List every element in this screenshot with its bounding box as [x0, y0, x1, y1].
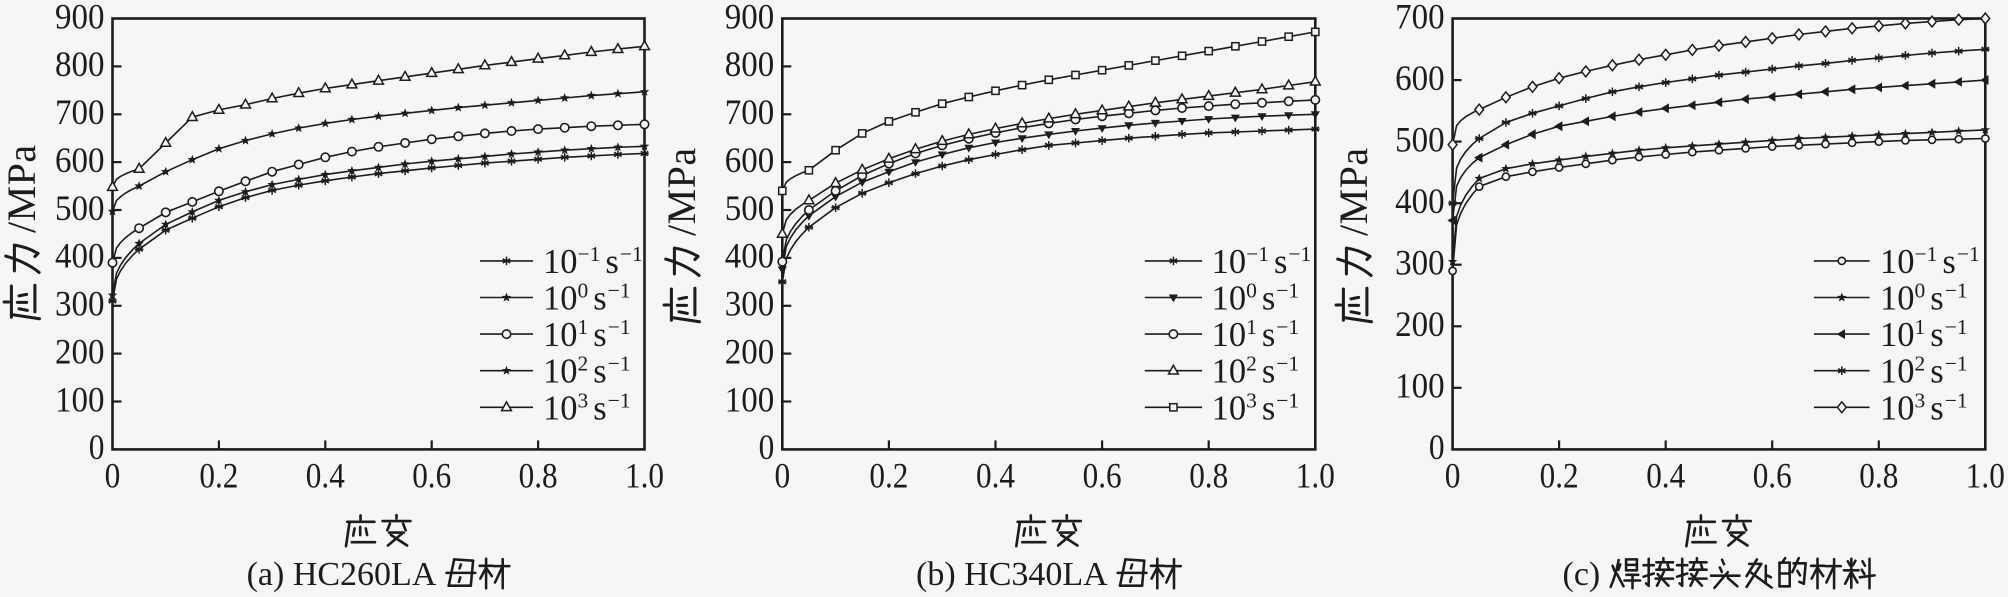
- svg-text:/MPa: /MPa: [0, 144, 44, 233]
- svg-text:100: 100: [55, 379, 105, 419]
- svg-text:0: 0: [1445, 456, 1461, 496]
- svg-text:0.4: 0.4: [1646, 456, 1685, 496]
- svg-text:400: 400: [1395, 181, 1445, 221]
- svg-text:0.8: 0.8: [1859, 456, 1898, 496]
- svg-text:0.8: 0.8: [1189, 456, 1228, 496]
- svg-text:(c): (c): [1563, 556, 1609, 593]
- svg-text:300: 300: [1395, 243, 1445, 283]
- svg-text:700: 700: [725, 92, 775, 132]
- svg-text:0: 0: [759, 427, 775, 467]
- svg-text:0.4: 0.4: [976, 456, 1015, 496]
- svg-text:0.2: 0.2: [1540, 456, 1579, 496]
- svg-text:0.8: 0.8: [519, 456, 558, 496]
- svg-text:(b) HC340LA: (b) HC340LA: [916, 556, 1114, 593]
- svg-text:800: 800: [725, 44, 775, 84]
- svg-text:/MPa: /MPa: [659, 147, 704, 236]
- svg-text:200: 200: [1395, 304, 1445, 344]
- svg-text:0: 0: [774, 456, 790, 496]
- svg-text:0: 0: [105, 456, 121, 496]
- svg-text:0.6: 0.6: [1753, 456, 1792, 496]
- svg-text:200: 200: [55, 331, 105, 371]
- svg-text:600: 600: [55, 140, 105, 180]
- svg-text:300: 300: [55, 284, 105, 324]
- svg-text:400: 400: [725, 236, 775, 276]
- svg-text:0.6: 0.6: [412, 456, 451, 496]
- svg-text:400: 400: [55, 236, 105, 276]
- svg-text:100: 100: [1395, 366, 1445, 406]
- svg-text:600: 600: [1395, 58, 1445, 98]
- svg-text:0.4: 0.4: [306, 456, 345, 496]
- svg-text:0.6: 0.6: [1083, 456, 1122, 496]
- svg-text:500: 500: [1395, 119, 1445, 159]
- svg-text:700: 700: [1395, 0, 1445, 36]
- svg-text:1.0: 1.0: [1296, 456, 1335, 496]
- svg-text:1.0: 1.0: [1966, 456, 2005, 496]
- svg-text:900: 900: [55, 0, 105, 36]
- svg-text:(a) HC260LA: (a) HC260LA: [247, 556, 443, 593]
- svg-text:300: 300: [725, 284, 775, 324]
- svg-text:500: 500: [55, 188, 105, 228]
- svg-text:200: 200: [725, 331, 775, 371]
- svg-text:500: 500: [725, 188, 775, 228]
- svg-text:/MPa: /MPa: [1331, 147, 1376, 236]
- svg-text:0: 0: [89, 427, 105, 467]
- svg-text:100: 100: [725, 379, 775, 419]
- svg-text:0.2: 0.2: [869, 456, 908, 496]
- svg-text:900: 900: [725, 0, 775, 36]
- svg-text:800: 800: [55, 44, 105, 84]
- svg-text:0.2: 0.2: [199, 456, 238, 496]
- svg-text:600: 600: [725, 140, 775, 180]
- svg-text:1.0: 1.0: [625, 456, 664, 496]
- svg-text:0: 0: [1429, 427, 1445, 467]
- svg-text:700: 700: [55, 92, 105, 132]
